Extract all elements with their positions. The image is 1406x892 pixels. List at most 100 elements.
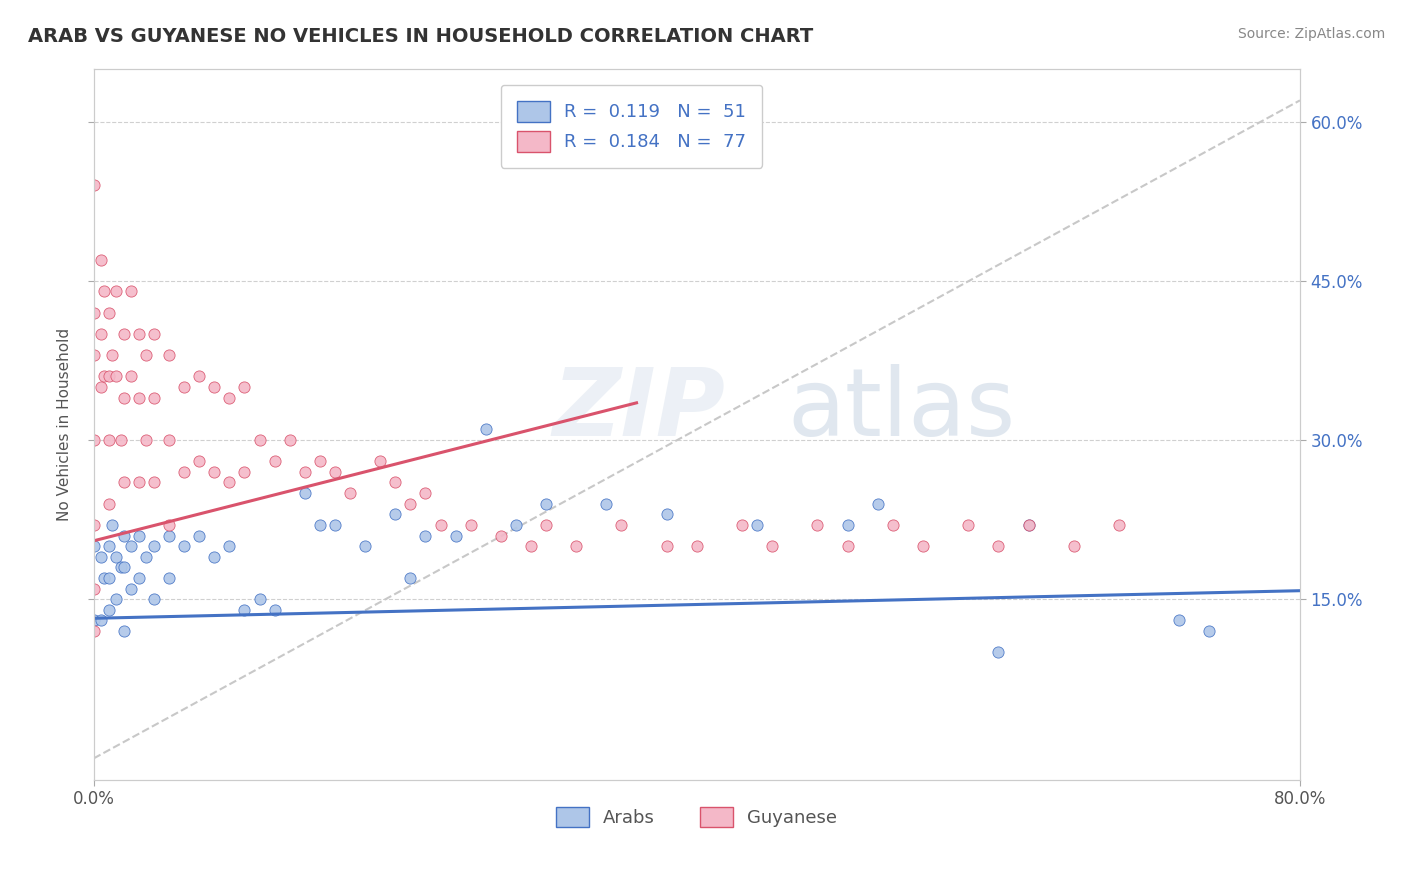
Point: [565, 539, 588, 553]
Point: [1168, 614, 1191, 628]
Point: [97, 497, 120, 511]
Point: [120, 369, 142, 384]
Y-axis label: No Vehicles in Household: No Vehicles in Household: [58, 327, 72, 521]
Point: [112, 528, 135, 542]
Point: [157, 571, 180, 585]
Point: [987, 645, 1010, 659]
Point: [911, 539, 934, 553]
Point: [110, 560, 132, 574]
Point: [128, 326, 150, 341]
Point: [1018, 517, 1040, 532]
Point: [112, 624, 135, 638]
Point: [83, 348, 105, 362]
Point: [97, 539, 120, 553]
Point: [101, 517, 124, 532]
Point: [202, 380, 225, 394]
Point: [761, 539, 783, 553]
Point: [1108, 517, 1130, 532]
Point: [101, 348, 124, 362]
Point: [384, 508, 406, 522]
Point: [120, 582, 142, 596]
Point: [97, 571, 120, 585]
Point: [90, 380, 112, 394]
Point: [188, 369, 211, 384]
Point: [128, 528, 150, 542]
Point: [1063, 539, 1085, 553]
Text: atlas: atlas: [787, 364, 1015, 456]
Point: [157, 348, 180, 362]
Point: [97, 369, 120, 384]
Point: [309, 517, 332, 532]
Point: [93, 285, 115, 299]
Point: [135, 348, 157, 362]
Point: [429, 517, 451, 532]
Point: [460, 517, 482, 532]
Point: [83, 582, 105, 596]
Point: [278, 433, 301, 447]
Point: [97, 433, 120, 447]
Legend: Arabs, Guyanese: Arabs, Guyanese: [550, 799, 845, 835]
Point: [97, 603, 120, 617]
Point: [90, 252, 112, 267]
Text: ARAB VS GUYANESE NO VEHICLES IN HOUSEHOLD CORRELATION CHART: ARAB VS GUYANESE NO VEHICLES IN HOUSEHOL…: [28, 27, 813, 45]
Point: [112, 391, 135, 405]
Point: [368, 454, 391, 468]
Point: [505, 517, 527, 532]
Point: [474, 422, 496, 436]
Point: [309, 454, 332, 468]
Point: [415, 486, 437, 500]
Point: [173, 380, 195, 394]
Point: [610, 517, 633, 532]
Point: [112, 326, 135, 341]
Point: [83, 433, 105, 447]
Point: [83, 178, 105, 193]
Point: [128, 571, 150, 585]
Point: [105, 369, 128, 384]
Point: [143, 391, 166, 405]
Point: [354, 539, 377, 553]
Point: [987, 539, 1010, 553]
Point: [110, 433, 132, 447]
Point: [135, 433, 157, 447]
Point: [143, 475, 166, 490]
Point: [233, 380, 256, 394]
Point: [444, 528, 467, 542]
Point: [520, 539, 543, 553]
Point: [105, 549, 128, 564]
Point: [384, 475, 406, 490]
Point: [263, 454, 285, 468]
Point: [97, 305, 120, 319]
Point: [143, 592, 166, 607]
Point: [323, 517, 346, 532]
Text: Source: ZipAtlas.com: Source: ZipAtlas.com: [1237, 27, 1385, 41]
Point: [534, 517, 557, 532]
Point: [83, 539, 105, 553]
Point: [202, 549, 225, 564]
Point: [120, 539, 142, 553]
Point: [112, 475, 135, 490]
Point: [294, 465, 316, 479]
Point: [837, 539, 859, 553]
Point: [655, 539, 678, 553]
Point: [218, 539, 240, 553]
Point: [957, 517, 980, 532]
Point: [173, 539, 195, 553]
Point: [135, 549, 157, 564]
Point: [218, 391, 240, 405]
Point: [249, 433, 271, 447]
Point: [90, 549, 112, 564]
Point: [143, 539, 166, 553]
Point: [90, 326, 112, 341]
Point: [882, 517, 904, 532]
Point: [747, 517, 769, 532]
Point: [157, 528, 180, 542]
Point: [90, 614, 112, 628]
Text: ZIP: ZIP: [553, 364, 725, 456]
Point: [112, 560, 135, 574]
Point: [202, 465, 225, 479]
Point: [1198, 624, 1220, 638]
Point: [263, 603, 285, 617]
Point: [415, 528, 437, 542]
Point: [93, 571, 115, 585]
Point: [83, 305, 105, 319]
